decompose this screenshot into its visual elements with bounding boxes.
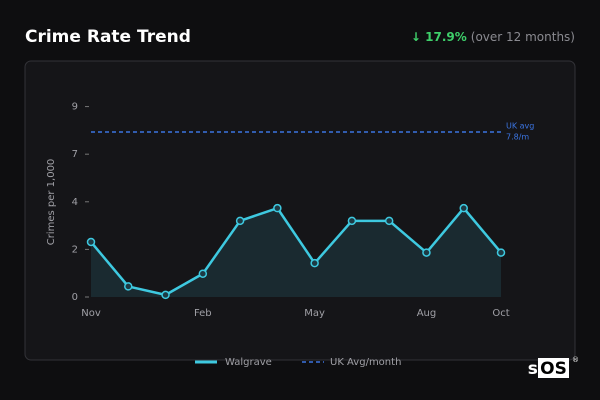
point (273, 203, 282, 213)
point (86, 237, 96, 247)
reference-label: 7.8/m (506, 132, 529, 141)
point (422, 248, 431, 257)
point (235, 216, 245, 226)
logo-os: OS (540, 359, 567, 379)
point (459, 203, 468, 213)
y-tick-label: 4 (72, 197, 78, 208)
reference-label: UK avg (506, 121, 534, 130)
point (347, 216, 357, 226)
legend-label: Walgrave (225, 357, 272, 368)
x-tick-label: May (304, 308, 325, 319)
point (496, 248, 506, 257)
x-tick-label: Aug (417, 308, 437, 319)
chart-title: Crime Rate Trend (25, 27, 191, 47)
logo-box (538, 358, 569, 378)
x-tick-label: Nov (81, 308, 101, 319)
change-summary: ↓ 17.9% (over 12 months) (411, 30, 575, 44)
point (161, 290, 170, 300)
y-tick-label: 2 (72, 244, 78, 255)
y-tick-label: 7 (72, 149, 78, 160)
y-tick-label: 9 (72, 102, 78, 113)
x-tick-label: Feb (194, 308, 212, 319)
line (90, 206, 502, 297)
point (198, 269, 208, 278)
chart-panel (24, 60, 576, 361)
y-axis-label: Crimes per 1,000 (46, 159, 57, 246)
point (384, 216, 394, 226)
change-note: (over 12 months) (471, 30, 575, 44)
point (310, 258, 319, 268)
legend-label: UK Avg/month (330, 357, 401, 368)
y-tick-label: 0 (72, 292, 78, 303)
point (124, 282, 133, 291)
change-value: ↓ 17.9% (411, 30, 467, 44)
logo-mark: ® (572, 356, 579, 364)
x-tick-label: Oct (492, 308, 509, 319)
